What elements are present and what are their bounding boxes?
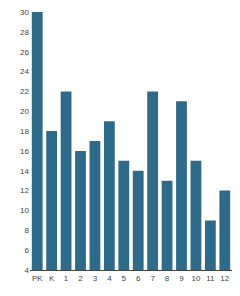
svg-text:2: 2 (78, 274, 83, 283)
svg-text:26: 26 (20, 47, 29, 56)
svg-text:8: 8 (165, 274, 170, 283)
svg-text:18: 18 (20, 127, 29, 136)
svg-text:22: 22 (20, 87, 29, 96)
svg-text:3: 3 (93, 274, 98, 283)
svg-text:12: 12 (220, 274, 229, 283)
svg-text:7: 7 (150, 274, 155, 283)
svg-text:11: 11 (206, 274, 215, 283)
svg-text:1: 1 (64, 274, 69, 283)
svg-text:8: 8 (25, 226, 30, 235)
svg-text:10: 10 (20, 206, 29, 215)
svg-text:PK: PK (32, 274, 43, 283)
svg-text:10: 10 (191, 274, 200, 283)
svg-text:24: 24 (20, 67, 29, 76)
svg-text:14: 14 (20, 167, 29, 176)
svg-text:4: 4 (25, 266, 30, 275)
svg-text:20: 20 (20, 107, 29, 116)
svg-text:28: 28 (20, 28, 29, 37)
svg-text:K: K (49, 274, 55, 283)
svg-text:16: 16 (20, 147, 29, 156)
svg-text:30: 30 (20, 8, 29, 17)
svg-text:9: 9 (179, 274, 184, 283)
svg-text:5: 5 (122, 274, 127, 283)
svg-text:4: 4 (107, 274, 112, 283)
svg-text:6: 6 (25, 246, 30, 255)
svg-text:12: 12 (20, 186, 29, 195)
svg-text:6: 6 (136, 274, 141, 283)
